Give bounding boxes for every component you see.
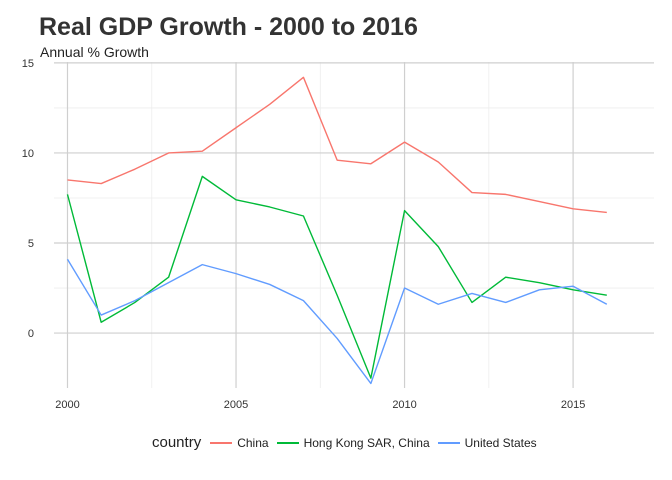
legend-key-hong-kong [276,441,299,444]
legend-item-united-states: United States [437,435,537,450]
series-line-united-states [66,258,608,385]
series-line-china [67,76,607,214]
y-tick-label-10: 10 [22,148,34,160]
legend-label-china: China [237,435,269,450]
y-tick-label-5: 5 [28,238,34,250]
chart-subtitle: Annual % Growth [40,44,149,60]
x-tick-label-2010: 2010 [392,399,416,411]
legend-item-china: China [210,435,269,450]
x-tick-label-2000: 2000 [55,399,79,411]
y-tick-label-0: 0 [28,328,34,340]
chart-title: Real GDP Growth - 2000 to 2016 [39,13,418,41]
y-tick-label-15: 15 [22,58,34,70]
x-tick-label-2005: 2005 [224,399,248,411]
legend-key-united-states [437,441,460,444]
series-line-hong-kong-sar-china [66,175,607,379]
legend: country China Hong Kong SAR, China Unite… [152,434,545,451]
legend-label-hong-kong: Hong Kong SAR, China [303,435,430,450]
legend-label-united-states: United States [464,435,537,450]
legend-title: country [152,434,202,451]
legend-item-hong-kong: Hong Kong SAR, China [276,435,430,450]
x-tick-label-2015: 2015 [561,399,585,411]
legend-key-china [210,441,233,444]
